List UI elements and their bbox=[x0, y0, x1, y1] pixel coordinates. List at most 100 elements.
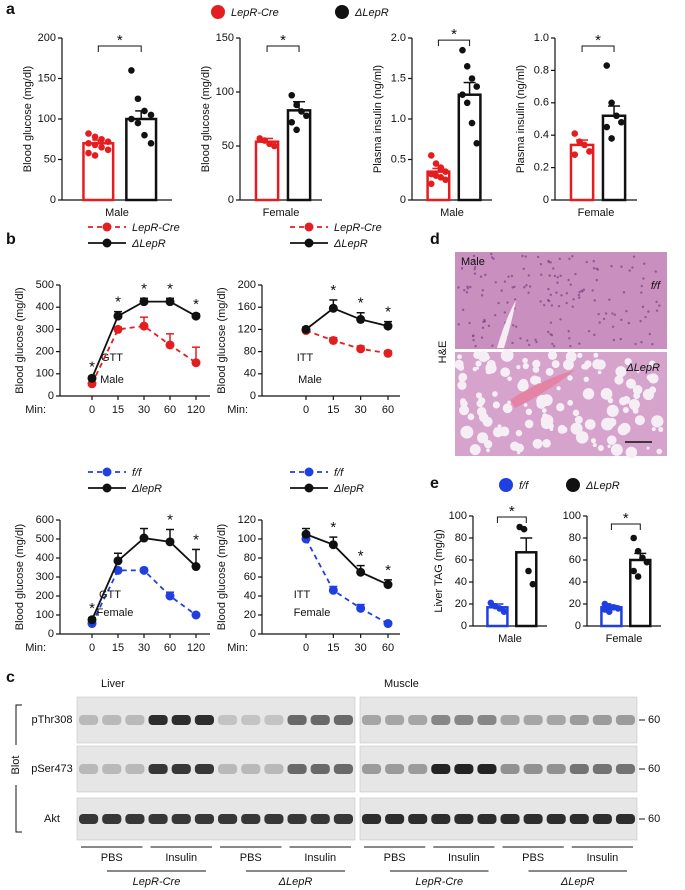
lipid-droplet bbox=[492, 401, 500, 409]
cell-nucleus bbox=[569, 283, 572, 286]
lipid-droplet bbox=[597, 370, 602, 375]
blot-band bbox=[385, 715, 405, 725]
cell-nucleus bbox=[565, 301, 568, 305]
blot-band bbox=[477, 814, 497, 824]
cell-nucleus bbox=[461, 308, 465, 312]
y-tick-label: 0 bbox=[250, 390, 256, 402]
lipid-droplet bbox=[556, 386, 561, 391]
significance: * bbox=[141, 280, 147, 297]
legend-label: ΔLepR bbox=[585, 480, 620, 492]
significance: * bbox=[167, 280, 173, 297]
cell-nucleus bbox=[611, 325, 615, 328]
x-axis-label: Female bbox=[263, 207, 300, 219]
lipid-droplet bbox=[551, 360, 560, 369]
blot-band bbox=[569, 764, 589, 774]
blot-band bbox=[362, 764, 382, 774]
cell-nucleus bbox=[574, 272, 577, 276]
y-tick-label: 40 bbox=[244, 590, 256, 602]
lipid-droplet bbox=[625, 378, 637, 389]
lipid-droplet bbox=[500, 367, 511, 378]
x-tick-label: 60 bbox=[382, 404, 394, 416]
blot-band bbox=[218, 715, 238, 725]
lipid-droplet bbox=[463, 426, 472, 435]
x-tick-label: 15 bbox=[327, 404, 339, 416]
lipid-droplet bbox=[547, 350, 558, 360]
legend-label: ΔLepR bbox=[333, 238, 368, 250]
x-axis-label: Male bbox=[105, 207, 129, 219]
cell-nucleus bbox=[549, 293, 552, 297]
data-point bbox=[571, 130, 579, 137]
data-point bbox=[165, 297, 175, 307]
annotation: Male bbox=[100, 374, 124, 386]
x-axis-label: Min: bbox=[227, 404, 248, 416]
x-tick-label: 120 bbox=[187, 642, 205, 654]
lipid-droplet bbox=[522, 362, 529, 370]
cell-nucleus bbox=[634, 342, 637, 346]
data-point bbox=[191, 311, 201, 321]
cell-nucleus bbox=[474, 344, 477, 348]
legend-label: f/f bbox=[132, 467, 142, 479]
blot-band bbox=[125, 715, 145, 725]
lipid-droplet bbox=[475, 366, 479, 370]
legend-marker bbox=[566, 478, 580, 492]
cell-nucleus bbox=[503, 311, 507, 314]
cell-nucleus bbox=[627, 321, 631, 325]
lipid-droplet bbox=[622, 407, 629, 413]
y-tick-label: 1.0 bbox=[391, 113, 406, 125]
lipid-droplet bbox=[500, 348, 514, 362]
cell-nucleus bbox=[625, 309, 628, 313]
cell-nucleus bbox=[526, 339, 529, 342]
blot-strip bbox=[76, 797, 356, 841]
data-point bbox=[473, 83, 481, 90]
cell-nucleus bbox=[514, 325, 518, 328]
data-point bbox=[113, 311, 123, 321]
cell-nucleus bbox=[500, 289, 503, 292]
significance: * bbox=[280, 32, 286, 49]
data-point bbox=[442, 168, 449, 175]
y-tick-label: 50 bbox=[222, 140, 234, 152]
data-point bbox=[141, 131, 148, 139]
cell-nucleus bbox=[513, 285, 516, 288]
genotype-label: ΔLepR bbox=[278, 876, 313, 888]
lipid-droplet bbox=[567, 399, 574, 406]
histology-label: f/f bbox=[651, 280, 661, 292]
blot-band bbox=[454, 814, 474, 824]
mw-label: 60 bbox=[648, 763, 660, 775]
cell-nucleus bbox=[473, 259, 476, 262]
data-point bbox=[141, 107, 148, 115]
lipid-droplet bbox=[556, 403, 565, 412]
cell-nucleus bbox=[463, 288, 466, 292]
blot-band bbox=[408, 764, 428, 774]
lipid-droplet bbox=[577, 352, 583, 358]
cell-nucleus bbox=[610, 265, 613, 268]
blot-band bbox=[241, 715, 261, 725]
cell-nucleus bbox=[620, 265, 623, 268]
genotype-label: LepR-Cre bbox=[415, 876, 463, 888]
significance: * bbox=[623, 510, 629, 527]
cell-nucleus bbox=[578, 342, 581, 345]
cell-nucleus bbox=[560, 294, 563, 297]
blot-band bbox=[592, 814, 612, 824]
data-point bbox=[605, 608, 613, 615]
lipid-droplet bbox=[507, 376, 512, 382]
blot-band bbox=[310, 764, 330, 774]
blot-band bbox=[569, 814, 589, 824]
data-point bbox=[139, 565, 149, 575]
y-tick-label: 160 bbox=[238, 301, 256, 313]
legend-marker bbox=[211, 5, 225, 19]
legend-marker bbox=[304, 483, 314, 493]
lipid-droplet bbox=[648, 373, 659, 384]
cell-nucleus bbox=[558, 257, 561, 261]
blot-band bbox=[310, 715, 330, 725]
y-tick-label: 100 bbox=[36, 368, 54, 380]
cell-nucleus bbox=[497, 301, 500, 305]
genotype-label: ΔLepR bbox=[560, 876, 595, 888]
cell-nucleus bbox=[557, 304, 561, 308]
data-point bbox=[288, 91, 296, 99]
significance: * bbox=[193, 296, 199, 313]
x-axis-label: Min: bbox=[25, 404, 46, 416]
y-tick-label: 40 bbox=[244, 368, 256, 380]
y-axis-label: Blood glucose (mg/dl) bbox=[200, 66, 212, 172]
lipid-droplet bbox=[502, 403, 513, 414]
cell-nucleus bbox=[540, 273, 543, 276]
